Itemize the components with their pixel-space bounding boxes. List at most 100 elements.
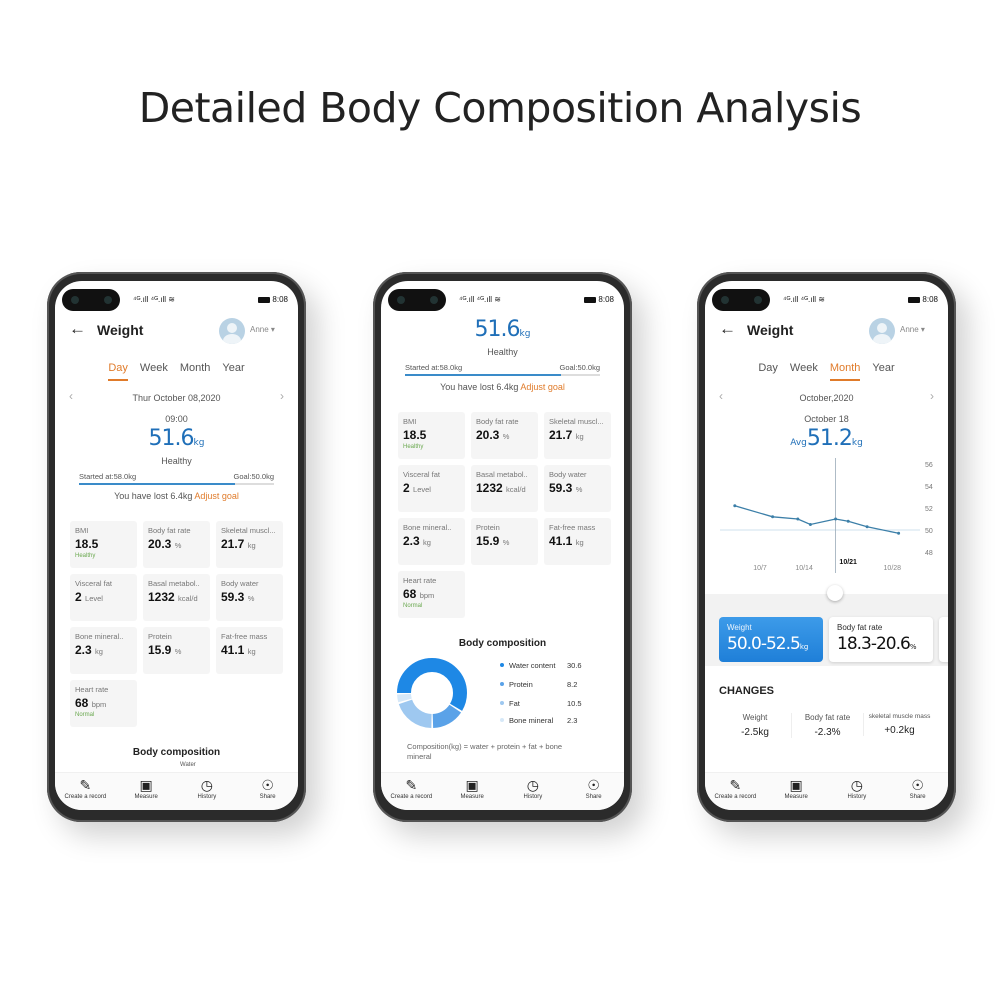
metric-card[interactable]: BMI 18.5 Healthy [398,412,465,459]
nav-label: History [197,794,217,800]
avatar[interactable] [219,318,245,344]
change-value: -2.3% [814,727,841,738]
unit: % [502,538,510,547]
metric-card[interactable]: Body fat rate 20.3 % [143,521,210,568]
prev-arrow-icon[interactable]: ‹ [719,389,723,403]
next-arrow-icon[interactable]: › [280,389,284,403]
metric-card[interactable]: Visceral fat 2 Level [70,574,137,621]
value: 2 [75,590,82,604]
nav-measure[interactable]: ▣ Measure [442,773,503,810]
nav-history[interactable]: ◷ History [177,773,238,810]
card-value: 18.3-20.6% [837,634,925,654]
metric-value: 18.5 [403,428,460,442]
tab-week[interactable]: Week [789,362,818,374]
change-label: skeletal muscle mass [868,713,931,720]
legend-label: Water content [509,660,556,670]
legend-value: 8.2 [567,680,578,689]
metric-label: Heart rate [75,685,109,694]
value: 41.1 [221,643,245,657]
metric-label: Protein [148,632,172,641]
metric-card[interactable]: Heart rate 68 bpm Normal [398,571,465,618]
x-tick-label: 10/7 [753,565,767,572]
metric-card[interactable]: Fat-free mass 41.1 kg [216,627,283,674]
metric-card[interactable]: Basal metabol.. 1232 kcal/d [143,574,210,621]
x-tick-label: 10/14 [795,565,813,572]
scale-icon: ▣ [465,777,479,793]
weight-status: Healthy [487,347,518,357]
metric-card[interactable]: Body water 59.3 % [216,574,283,621]
y-tick-label: 50 [925,528,933,535]
range-card-weight[interactable]: Weight 50.0-52.5kg [719,617,823,662]
metric-card[interactable]: Bone mineral.. 2.3 kg [70,627,137,674]
range-card-body-fat-rate[interactable]: Body fat rate 18.3-20.6% [829,617,933,662]
back-arrow-icon[interactable]: ← [719,319,736,338]
metric-card[interactable]: Bone mineral.. 2.3 kg [398,518,465,565]
adjust-goal-link[interactable]: Adjust goal [194,491,239,501]
nav-measure[interactable]: ▣ Measure [766,773,827,810]
start-weight: Started at:58.0kg [405,363,463,372]
goal-progress-bar [405,374,600,376]
tab-week[interactable]: Week [139,362,168,374]
metric-card[interactable]: Visceral fat 2 Level [398,465,465,512]
metric-card[interactable]: Basal metabol.. 1232 kcal/d [471,465,538,512]
tab-day[interactable]: Day [108,362,128,381]
range-card-next[interactable] [939,617,948,662]
nav-create-a-record[interactable]: ✎ Create a record [705,773,766,810]
nav-history[interactable]: ◷ History [503,773,564,810]
phone-day-view: ⁴ᴳ.ıll ⁴ᴳ.ıll ≋ 8:08 ← Weight Anne ▾ Day Week M… [47,272,306,822]
next-arrow-icon[interactable]: › [930,389,934,403]
metric-card[interactable]: Fat-free mass 41.1 kg [544,518,611,565]
user-switcher[interactable]: Anne ▾ [900,325,925,334]
metric-value: 2 Level [403,481,460,495]
metric-label: Fat-free mass [221,632,268,641]
legend-label: Protein [509,679,533,689]
avatar[interactable] [869,318,895,344]
tab-day[interactable]: Day [758,362,778,374]
nav-create-a-record[interactable]: ✎ Create a record [55,773,116,810]
metric-card[interactable]: Skeletal muscl... 21.7 kg [216,521,283,568]
nav-share[interactable]: ☉ Share [563,773,624,810]
user-switcher[interactable]: Anne ▾ [250,325,275,334]
bottom-nav: ✎ Create a record ▣ Measure ◷ History ☉ Share [381,772,624,810]
nav-share[interactable]: ☉ Share [237,773,298,810]
metric-card[interactable]: Protein 15.9 % [471,518,538,565]
metric-status: Healthy [403,444,424,450]
value: 15.9 [476,534,500,548]
goal-progress-bar [79,483,274,485]
metric-value: 59.3 % [221,590,278,604]
unit: % [502,432,510,441]
metric-card[interactable]: BMI 18.5 Healthy [70,521,137,568]
unit: kg [247,541,256,550]
camera-cutout [62,289,120,311]
nav-measure[interactable]: ▣ Measure [116,773,177,810]
adjust-goal-link[interactable]: Adjust goal [520,382,565,392]
battery-icon: 8:08 [584,295,614,304]
metric-card[interactable]: Protein 15.9 % [143,627,210,674]
share-icon: ☉ [261,777,274,793]
metric-card[interactable]: Heart rate 68 bpm Normal [70,680,137,727]
prev-arrow-icon[interactable]: ‹ [69,389,73,403]
metric-card[interactable]: Body water 59.3 % [544,465,611,512]
start-weight: Started at:58.0kg [79,472,137,481]
nav-history[interactable]: ◷ History [827,773,888,810]
tab-month[interactable]: Month [179,362,211,374]
camera-cutout [712,289,770,311]
legend-label: Fat [509,698,520,708]
timeline-slider-thumb[interactable] [827,585,843,601]
donut-slice [397,658,467,728]
lost-message: You have lost 6.4kg Adjust goal [55,491,298,501]
metric-label: Protein [476,523,500,532]
tab-month[interactable]: Month [829,362,861,381]
metric-card[interactable]: Body fat rate 20.3 % [471,412,538,459]
unit: kg [95,647,103,656]
tab-year[interactable]: Year [872,362,895,374]
metric-card[interactable]: Skeletal muscl... 21.7 kg [544,412,611,459]
nav-create-a-record[interactable]: ✎ Create a record [381,773,442,810]
nav-share[interactable]: ☉ Share [887,773,948,810]
tab-year[interactable]: Year [222,362,245,374]
value: 18.5 [75,537,99,551]
back-arrow-icon[interactable]: ← [69,319,86,338]
weight-line-chart[interactable]: 56 54 52 50 48 10/7 10/14 10/21 10/28 [705,453,948,593]
status-time: 8:08 [598,295,614,304]
card-value: 50.0-52.5kg [727,634,815,654]
